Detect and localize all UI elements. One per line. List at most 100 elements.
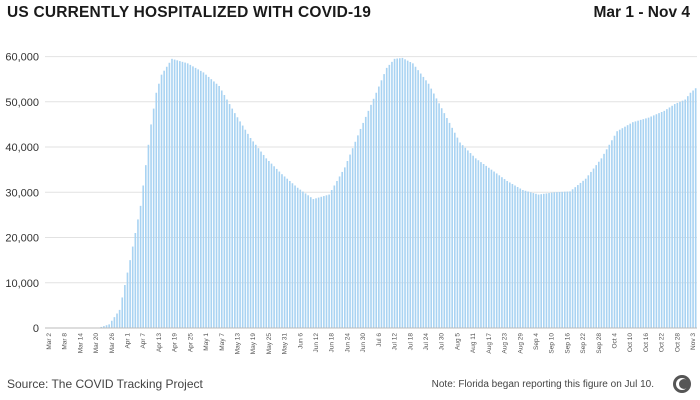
bar	[474, 158, 477, 328]
bar	[545, 193, 548, 328]
bar	[595, 165, 597, 328]
bar	[637, 120, 639, 328]
bar	[158, 83, 160, 329]
bar	[330, 190, 333, 328]
bar	[207, 76, 210, 329]
bar	[650, 116, 652, 328]
bar	[359, 128, 362, 328]
bar	[226, 99, 228, 328]
x-tick-label: May 7	[219, 333, 226, 351]
bar	[440, 108, 443, 328]
bar	[514, 185, 516, 328]
bar	[103, 326, 105, 328]
bar	[548, 193, 550, 328]
bar	[145, 165, 147, 328]
bar	[427, 83, 430, 329]
bar	[197, 69, 199, 328]
bar	[396, 58, 398, 328]
x-tick-label: Sep 4	[533, 333, 540, 350]
bar	[270, 163, 273, 328]
y-tick-label: 40,000	[5, 142, 39, 154]
bar	[582, 180, 584, 328]
bar	[600, 158, 603, 328]
bar	[477, 160, 480, 328]
bar	[309, 197, 312, 328]
bar	[626, 125, 629, 329]
bar	[351, 148, 354, 328]
bar	[304, 193, 307, 328]
bar	[364, 116, 367, 328]
x-tick-label: Jul 24	[423, 333, 430, 351]
bar	[603, 153, 605, 328]
x-tick-label: Jun 6	[297, 333, 304, 349]
bar	[472, 155, 474, 328]
bar	[621, 128, 624, 328]
bar	[535, 193, 537, 328]
bar	[488, 167, 490, 328]
bar	[383, 74, 385, 328]
bar	[422, 76, 425, 329]
bar	[105, 325, 108, 328]
bar	[194, 67, 197, 328]
bar	[655, 114, 658, 328]
florida-note: Note: Florida began reporting this figur…	[431, 379, 654, 390]
bar	[461, 145, 464, 328]
bar	[357, 135, 359, 328]
x-tick-label: Jun 30	[360, 333, 367, 353]
bar	[493, 171, 495, 328]
bar	[574, 187, 577, 328]
bar	[281, 174, 283, 328]
bar	[210, 79, 213, 328]
bar	[139, 205, 142, 328]
bar	[687, 96, 689, 329]
bar	[121, 297, 124, 328]
x-tick-label: Jul 30	[439, 333, 446, 351]
x-tick-label: Jul 18	[407, 333, 414, 351]
bar	[283, 176, 286, 328]
x-tick-label: Sep 22	[580, 333, 587, 354]
bar	[317, 197, 320, 328]
source-caption: Source: The COVID Tracking Project	[7, 377, 203, 391]
x-tick-label: Oct 22	[659, 333, 666, 353]
bar	[448, 122, 451, 328]
bar	[532, 193, 535, 328]
bar	[239, 121, 241, 328]
bar	[569, 191, 571, 328]
bar	[414, 66, 417, 328]
bar	[275, 168, 278, 328]
bar	[336, 180, 338, 328]
x-tick-label: Sep 10	[549, 333, 556, 354]
bar	[247, 133, 249, 328]
bar	[443, 113, 446, 329]
bar	[467, 150, 469, 328]
x-tick-label: Aug 11	[470, 333, 477, 354]
bar	[556, 192, 558, 328]
y-axis-ticks: 0 10,000 20,000 30,000 40,000 50,000 60,000	[5, 52, 39, 335]
bar	[244, 129, 247, 328]
bar	[456, 137, 459, 328]
bar	[273, 166, 275, 328]
bar	[234, 113, 236, 329]
bar	[189, 64, 192, 329]
y-tick-label: 0	[33, 323, 39, 335]
bar	[482, 164, 485, 328]
bar	[307, 195, 309, 328]
bar	[163, 70, 165, 329]
bar	[184, 62, 186, 328]
x-tick-label: Apr 1	[124, 333, 131, 349]
bar	[249, 138, 252, 328]
bar	[540, 194, 543, 328]
bar	[312, 199, 315, 328]
bar	[294, 185, 296, 328]
bar	[490, 169, 493, 328]
bar	[673, 104, 676, 328]
bar	[320, 196, 323, 328]
bar	[362, 122, 364, 328]
bar	[134, 233, 137, 328]
bar	[289, 180, 291, 328]
x-tick-label: Mar 14	[77, 333, 84, 354]
bar	[592, 168, 595, 328]
bar	[346, 161, 349, 328]
bar	[152, 108, 155, 328]
x-tick-label: Aug 17	[486, 333, 493, 354]
